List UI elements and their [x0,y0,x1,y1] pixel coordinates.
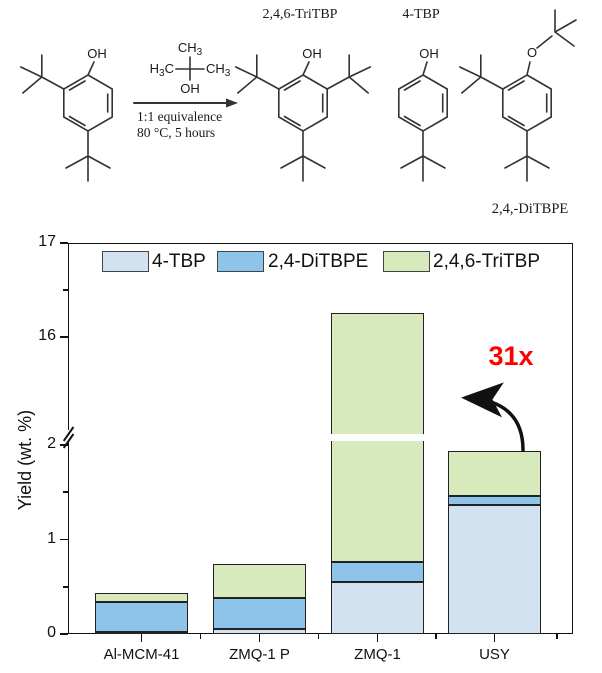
y-tick-label: 17 [38,233,56,250]
y-minor-tick [63,491,68,493]
x-category-label: ZMQ-1 P [229,646,290,663]
x-tick [258,634,261,642]
x-tick [376,634,379,642]
y-tick [60,538,68,541]
y-tick-label: 0 [47,624,56,641]
x-minor-tick [556,634,558,639]
x-minor-tick [317,634,320,639]
bar-segment [213,598,306,630]
bar-segment [448,450,541,497]
arrowhead-icon [226,98,238,108]
conditions-line2: 80 °C, 5 hours [137,125,215,140]
oh-label: OH [302,46,322,61]
bar-segment [448,496,541,505]
reaction-arrow: 1:1 equivalence 80 °C, 5 hours [133,98,238,140]
product-ditbpe-structure: O 2,4,-DiTBPE [459,9,577,217]
product-4tbp-structure: 4-TBP OH [398,7,448,182]
ch3-label: CH3 [178,40,203,58]
x-category-label: USY [479,646,510,663]
o-label: O [527,45,537,60]
y-tick-label: 1 [47,529,56,547]
x-tick [140,634,143,642]
legend-swatch [102,251,149,272]
x-category-label: Al-MCM-41 [103,646,180,663]
product3-label: 2,4,-DiTBPE [492,201,569,217]
y-tick-label: 2 [47,435,56,452]
curved-arrow-icon [461,382,525,452]
bar-segment [95,601,188,633]
multiplier-annotation: 31x [488,341,534,371]
oh-label: OH [87,46,107,61]
bar-segment [95,593,188,602]
tert-butanol-structure: CH3 H3C CH3 OH [150,40,231,96]
y-minor-tick [63,289,68,291]
bar-segment [213,564,306,599]
oh-label: OH [419,46,439,61]
product2-title: 4-TBP [402,7,440,22]
bar-segment [331,582,424,634]
reaction-scheme: OH CH3 H3C CH3 OH 1:1 equivalence 80 °C,… [20,7,577,217]
oh-label: OH [180,81,200,96]
bar-break-gap [329,434,426,441]
y-tick [60,242,68,244]
annotation-arrow [461,382,525,452]
y-minor-tick [63,586,68,588]
legend-label-4tbp: 4-TBP [152,251,206,272]
product1-title: 2,4,6-TriTBP [263,7,338,22]
product-tritbp-structure: 2,4,6-TriTBP OH [235,7,371,182]
bar-segment [448,504,541,634]
y-tick [60,336,68,338]
h3c-label: H3C [150,61,174,79]
x-category-label: ZMQ-1 [354,646,401,663]
y-tick-label: 16 [38,327,56,344]
bar-segment [95,632,188,635]
bar-segment [213,629,306,634]
reactant-structure: OH [20,46,113,182]
y-tick [60,633,68,635]
legend-label-tritbp: 2,4,6-TriTBP [433,251,540,272]
legend-label-ditbpe: 2,4-DiTBPE [268,251,369,272]
legend-swatch [217,251,264,272]
x-tick [493,634,496,642]
x-minor-tick [199,634,202,639]
legend-swatch [383,251,430,272]
x-minor-tick [435,634,437,639]
bar-segment [331,562,424,582]
y-axis-title: Yield (wt. %) [15,409,35,511]
conditions-line1: 1:1 equivalence [137,109,222,124]
ch3-label: CH3 [206,61,231,79]
